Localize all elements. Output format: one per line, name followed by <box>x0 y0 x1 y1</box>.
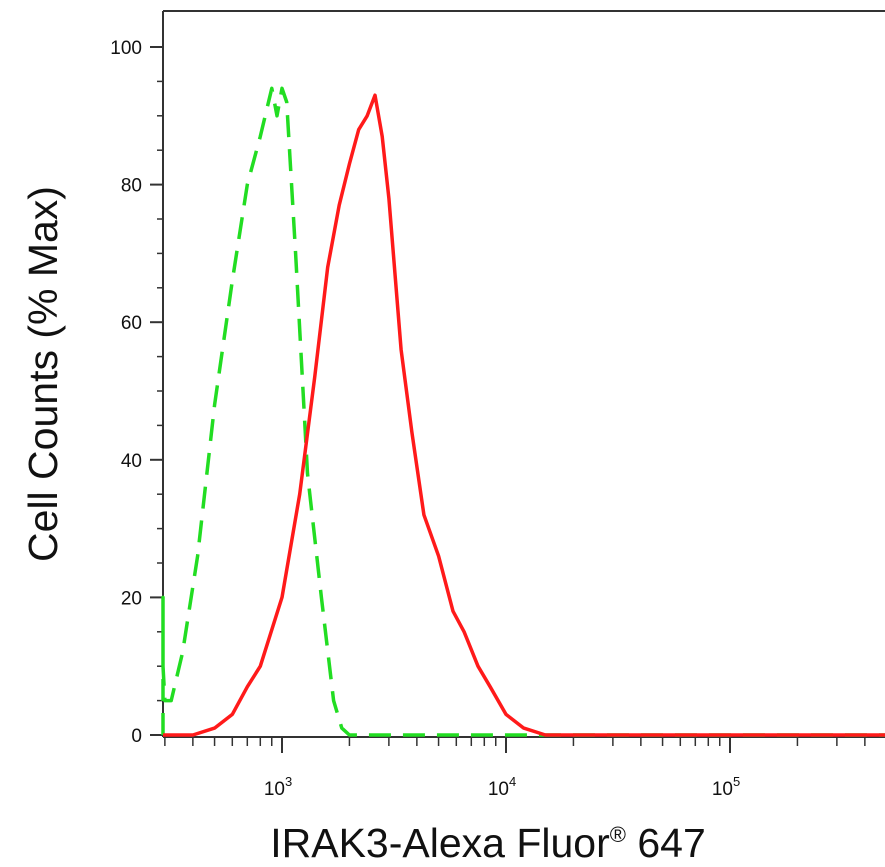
x-tick-base: 10 <box>712 779 733 800</box>
x-tick-label: 104 <box>488 774 516 800</box>
x-tick-label: 103 <box>264 774 292 800</box>
x-axis-title-suffix: 647 <box>626 820 706 866</box>
x-tick-exponent: 5 <box>733 774 740 789</box>
y-tick-label: 40 <box>121 451 142 472</box>
x-tick-exponent: 3 <box>285 774 292 789</box>
y-tick-label: 0 <box>131 726 142 747</box>
x-tick-label: 105 <box>712 774 740 800</box>
y-tick-label: 20 <box>121 588 142 609</box>
x-axis-title-mark: ® <box>610 822 626 847</box>
series-layer <box>161 86 885 737</box>
x-axis-title: IRAK3-Alexa Fluor® 647 <box>270 820 706 866</box>
solid-series-line <box>163 93 885 737</box>
x-tick-exponent: 4 <box>509 774 516 789</box>
y-axis-ticks: 0 20 40 60 80 100 <box>110 38 163 747</box>
x-axis-title-main: IRAK3-Alexa Fluor <box>270 820 610 866</box>
x-tick-base: 10 <box>264 779 285 800</box>
x-tick-base: 10 <box>488 779 509 800</box>
y-axis-title: Cell Counts (% Max) <box>20 186 66 562</box>
y-tick-label: 100 <box>110 38 142 59</box>
x-axis-ticks: 103 104 105 <box>164 737 866 800</box>
y-tick-label: 80 <box>121 176 142 197</box>
dashed-series-line <box>161 86 885 737</box>
y-tick-label: 60 <box>121 313 142 334</box>
